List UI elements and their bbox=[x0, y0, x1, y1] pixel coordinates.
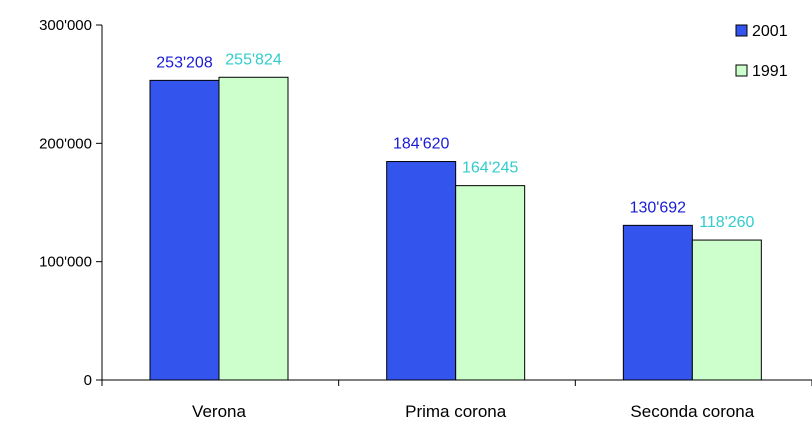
legend: 2001 1991 bbox=[735, 23, 788, 80]
bar-2001-verona bbox=[149, 79, 220, 381]
x-tick-label: Verona bbox=[192, 402, 246, 421]
y-tick-label: 100'000 bbox=[39, 254, 92, 271]
y-tick-label: 200'000 bbox=[39, 135, 92, 152]
bar-2001-seconda-corona bbox=[622, 224, 693, 381]
bar-1991-verona bbox=[218, 76, 289, 381]
x-tick-label: Seconda corona bbox=[630, 402, 754, 421]
bar-1991-seconda-corona bbox=[691, 239, 762, 381]
legend-swatch-2001 bbox=[735, 24, 748, 37]
legend-swatch-1991 bbox=[735, 64, 748, 77]
data-label-2001-seconda-corona: 130'692 bbox=[630, 199, 687, 216]
data-labels-group: 253'208 255'824 184'620 164'245 130'692 118'2… bbox=[156, 51, 754, 231]
y-tick-label: 0 bbox=[84, 372, 92, 389]
data-label-1991-seconda-corona: 118'260 bbox=[699, 214, 754, 231]
bar-1991-prima-corona bbox=[455, 185, 526, 381]
data-label-1991-verona: 255'824 bbox=[225, 51, 282, 68]
y-tick-label: 300'000 bbox=[39, 17, 92, 34]
data-label-2001-prima-corona: 184'620 bbox=[393, 136, 450, 153]
bar-2001-prima-corona bbox=[386, 161, 457, 381]
bars-group bbox=[149, 76, 762, 381]
data-label-1991-prima-corona: 164'245 bbox=[462, 160, 519, 177]
legend-label-1991: 1991 bbox=[752, 63, 788, 80]
x-tick-label: Prima corona bbox=[405, 402, 507, 421]
data-label-2001-verona: 253'208 bbox=[156, 54, 213, 71]
legend-label-2001: 2001 bbox=[752, 23, 788, 40]
axes-group: 0 100'000 200'000 300'000 Verona Prima corona… bbox=[39, 17, 812, 421]
